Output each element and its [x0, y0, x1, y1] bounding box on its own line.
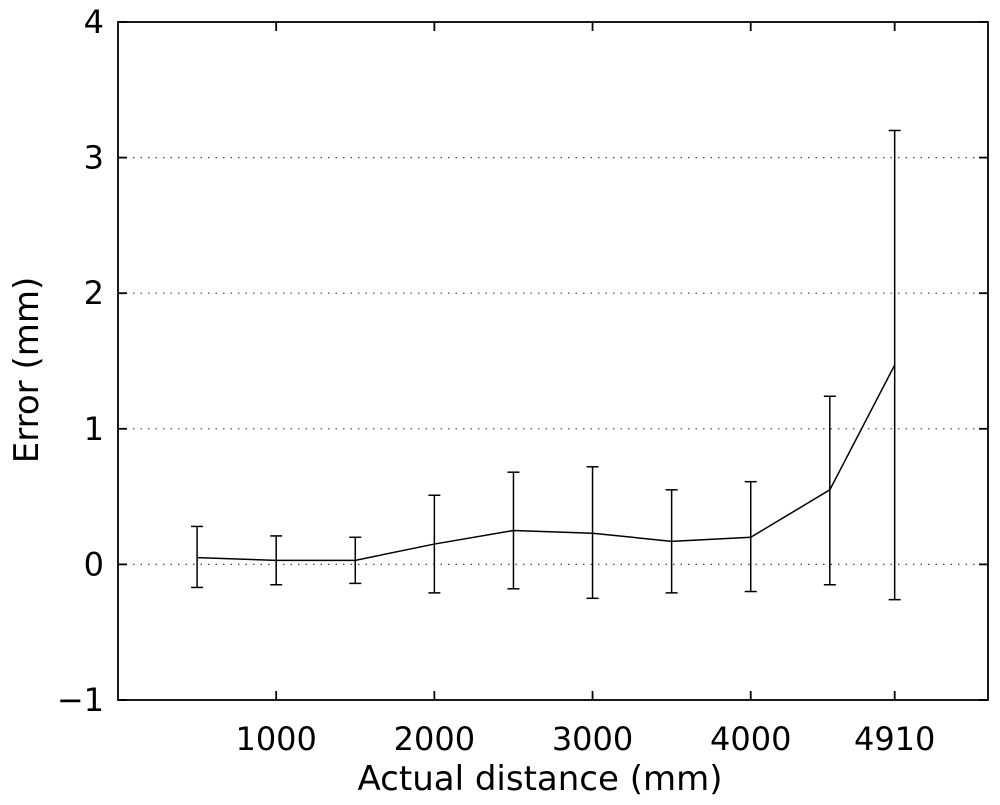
plot-frame	[117, 21, 989, 701]
tick-labels: −1 0 1 2 3 4 1000 2000 3000 4000 4910	[57, 3, 936, 758]
y-tick-label: 3	[84, 139, 104, 177]
y-tick-label: −1	[57, 681, 104, 719]
grid-lines	[118, 157, 988, 566]
y-tick-label: 2	[84, 274, 104, 312]
x-tick-label: 1000	[235, 720, 316, 758]
data-series	[191, 129, 901, 601]
x-tick-label: 4910	[854, 720, 935, 758]
series-line	[197, 364, 896, 562]
x-tick-label: 4000	[710, 720, 791, 758]
y-tick-label: 4	[84, 3, 104, 41]
y-tick-label: 1	[84, 410, 104, 448]
x-axis-label: Actual distance (mm)	[358, 759, 723, 799]
axis-ticks	[118, 21, 988, 701]
x-tick-label: 2000	[394, 720, 475, 758]
y-axis-label: Error (mm)	[7, 277, 47, 463]
x-tick-label: 3000	[552, 720, 633, 758]
y-tick-label: 0	[84, 545, 104, 583]
